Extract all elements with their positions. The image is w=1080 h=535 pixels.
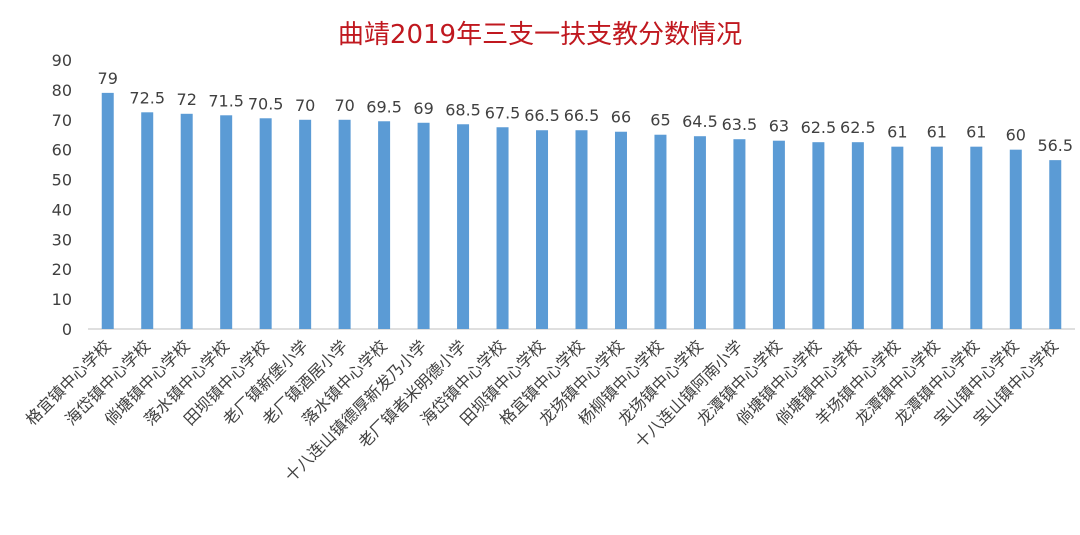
bar [654, 134, 667, 329]
data-label: 61 [966, 123, 986, 142]
bar [733, 139, 746, 329]
y-tick-label: 10 [52, 290, 72, 309]
bar [970, 146, 983, 329]
bar [575, 130, 588, 329]
data-label: 69.5 [366, 97, 402, 116]
bar [930, 146, 943, 329]
bar [299, 119, 312, 330]
data-label: 69 [413, 99, 433, 118]
data-label: 61 [927, 123, 947, 142]
y-tick-label: 80 [52, 81, 72, 100]
data-label: 64.5 [682, 112, 718, 131]
bar [378, 121, 391, 330]
y-tick-label: 70 [52, 111, 72, 130]
data-label: 79 [98, 69, 118, 88]
data-label: 56.5 [1037, 136, 1073, 155]
bar [536, 130, 549, 329]
bar [693, 136, 706, 329]
bar [891, 146, 904, 329]
bar [141, 112, 154, 329]
bar [812, 142, 825, 329]
bar [851, 142, 864, 329]
data-label: 61 [887, 123, 907, 142]
bar [1049, 160, 1062, 329]
data-label: 66.5 [564, 106, 600, 125]
data-label: 70 [295, 96, 315, 115]
y-tick-label: 90 [52, 51, 72, 70]
bar [457, 124, 470, 329]
y-tick-label: 20 [52, 260, 72, 279]
bar [101, 92, 114, 329]
bar [496, 127, 509, 329]
data-label: 63 [769, 117, 789, 136]
y-tick-label: 60 [52, 141, 72, 160]
y-tick-label: 30 [52, 230, 72, 249]
data-label: 66.5 [524, 106, 560, 125]
bar [259, 118, 272, 330]
data-label: 72 [177, 90, 197, 109]
data-label: 72.5 [129, 88, 165, 107]
chart-title: 曲靖2019年三支一扶支教分数情况 [337, 20, 743, 50]
bar [180, 113, 193, 329]
bar [614, 131, 627, 329]
bar [772, 140, 785, 329]
bar [338, 119, 351, 330]
data-label: 60 [1006, 126, 1026, 145]
data-label: 67.5 [485, 103, 521, 122]
y-tick-label: 0 [62, 320, 72, 339]
y-tick-label: 50 [52, 171, 72, 190]
data-label: 70 [334, 96, 354, 115]
bar [1009, 149, 1022, 329]
data-label: 63.5 [722, 115, 758, 134]
data-label: 71.5 [208, 91, 244, 110]
bar [220, 115, 233, 330]
data-label: 62.5 [840, 118, 876, 137]
data-label: 66 [611, 108, 631, 127]
data-label: 65 [650, 111, 670, 130]
bar [417, 122, 430, 330]
y-tick-label: 40 [52, 200, 72, 219]
data-label: 70.5 [248, 94, 284, 113]
data-label: 68.5 [445, 100, 481, 119]
data-label: 62.5 [801, 118, 837, 137]
